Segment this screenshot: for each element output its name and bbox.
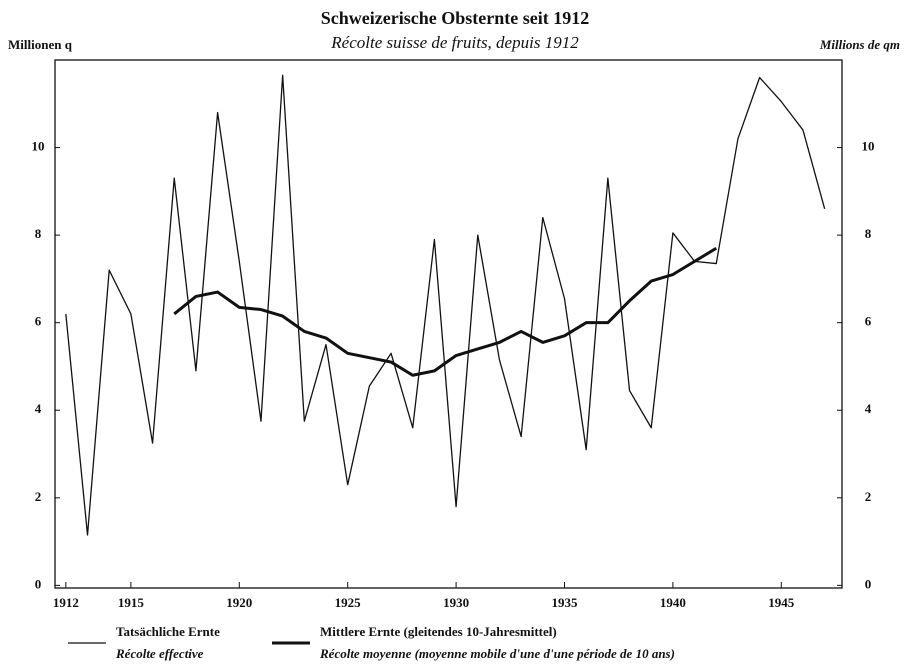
chart-title: Schweizerische Obsternte seit 1912 [321,8,589,28]
y2-tick-label: 10 [862,139,875,154]
legend-label-fr: Récolte moyenne (moyenne mobile d'une d'… [319,646,675,661]
y-tick-label: 0 [35,576,42,591]
x-tick-label: 1920 [226,595,252,610]
legend-label: Tatsächliche Ernte [116,624,220,639]
y-axis-label: Millionen q [8,37,73,52]
x-tick-label: 1935 [551,595,578,610]
y-tick-label: 8 [35,226,42,241]
y2-tick-label: 6 [865,314,872,329]
y-tick-label: 2 [35,489,42,504]
x-tick-label: 1912 [53,595,79,610]
x-tick-label: 1925 [335,595,362,610]
x-tick-label: 1940 [660,595,686,610]
plot-frame [54,59,843,589]
y-tick-label: 6 [35,314,42,329]
y2-tick-label: 4 [865,401,872,416]
chart-subtitle: Récolte suisse de fruits, depuis 1912 [330,33,579,52]
legend-label-fr: Récolte effective [115,646,204,661]
legend-label: Mittlere Ernte (gleitendes 10-Jahresmitt… [320,624,557,639]
data-line [65,74,826,536]
y2-tick-label: 2 [865,489,872,504]
y-tick-label: 4 [35,401,42,416]
y2-axis-label: Millions de qm [819,37,900,52]
x-tick-label: 1930 [443,595,469,610]
y2-tick-label: 0 [865,576,872,591]
y2-tick-label: 8 [865,226,872,241]
x-tick-label: 1945 [768,595,795,610]
data-line [173,246,718,377]
y-tick-label: 10 [32,139,45,154]
x-tick-label: 1915 [118,595,145,610]
